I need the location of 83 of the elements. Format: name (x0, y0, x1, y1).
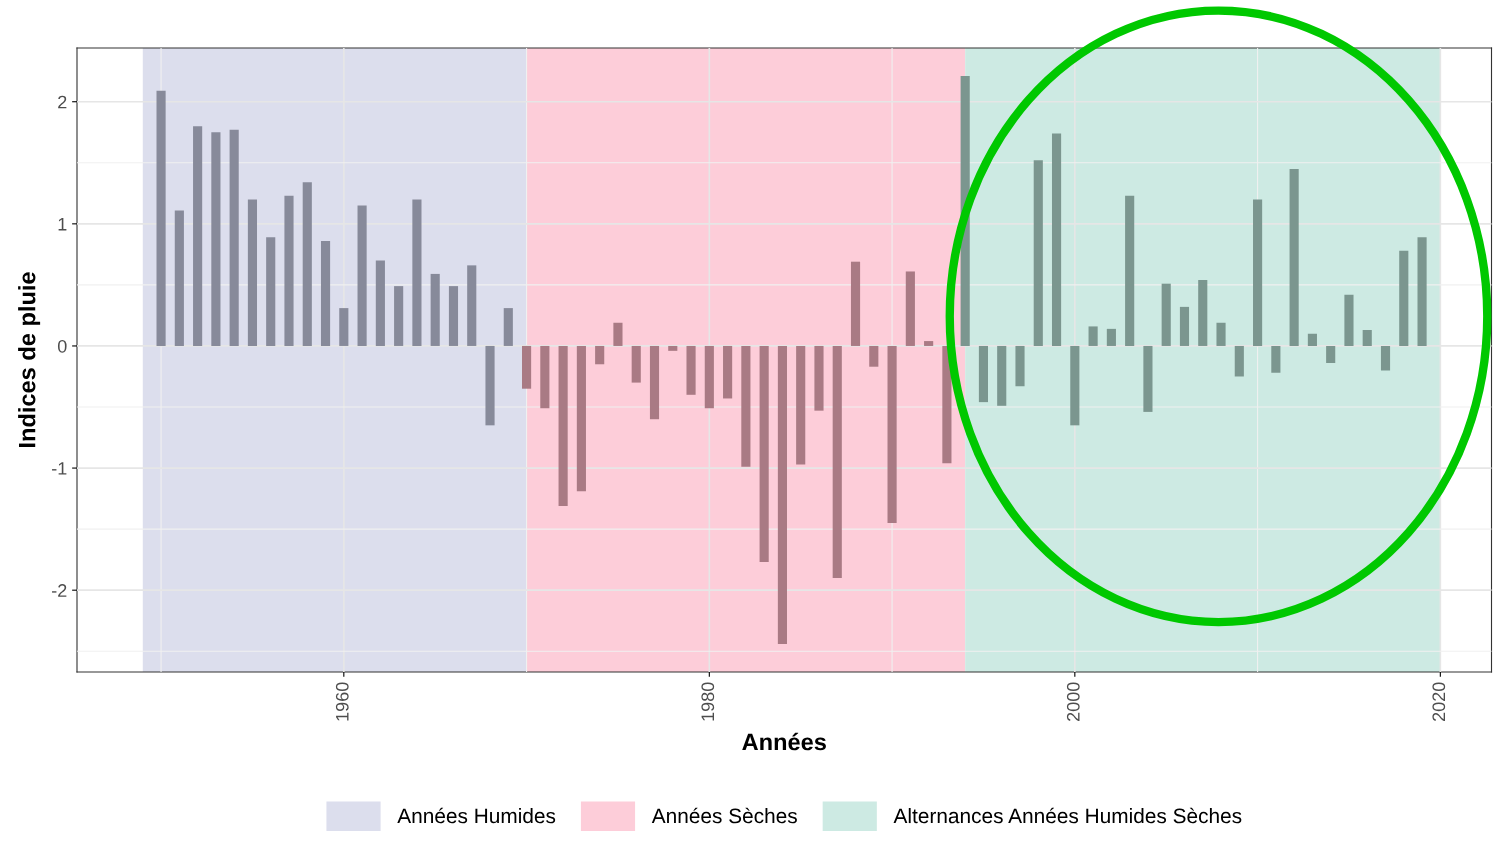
bar (1161, 283, 1171, 346)
bar (1198, 280, 1208, 346)
bar (503, 308, 513, 346)
bar (1051, 133, 1062, 346)
bar (1344, 294, 1354, 346)
bar (1399, 250, 1409, 346)
bar (1362, 330, 1372, 346)
bar (302, 182, 312, 346)
y-tick-label: 2 (58, 95, 67, 109)
bar (1380, 345, 1391, 371)
bar (211, 132, 221, 346)
bar (759, 345, 769, 563)
bar (266, 237, 276, 346)
bar (978, 345, 989, 403)
bar (850, 261, 861, 346)
bar (723, 345, 733, 399)
bar (668, 345, 678, 351)
bar (869, 345, 879, 367)
bar (704, 345, 714, 409)
legend-label: Années Sèches (651, 807, 797, 824)
bar (814, 345, 824, 411)
bar (1088, 326, 1098, 346)
bar (375, 260, 385, 346)
bar (467, 265, 477, 346)
bar (1070, 345, 1080, 426)
bar (193, 126, 203, 346)
bar (357, 205, 367, 346)
bar (229, 129, 239, 346)
bar (924, 341, 934, 346)
y-tick-label: -1 (52, 462, 67, 475)
bar (284, 195, 294, 346)
bar (1271, 345, 1281, 373)
bar (1326, 345, 1336, 364)
bar (1125, 195, 1135, 346)
bar (394, 286, 404, 346)
bar (905, 271, 915, 346)
x-tick-label: 2020 (1432, 682, 1446, 721)
bar (1106, 328, 1116, 346)
bar (412, 199, 422, 346)
x-tick-label: 1960 (335, 682, 349, 721)
x-tick-label: 1980 (701, 682, 715, 721)
x-axis-title: Années (742, 732, 826, 751)
y-tick-label: -2 (52, 584, 67, 597)
bar (1015, 345, 1025, 387)
x-tick-label: 2000 (1066, 682, 1080, 721)
bar (887, 345, 897, 524)
bar (1143, 345, 1153, 412)
bar (1253, 199, 1263, 346)
bar (1234, 345, 1244, 377)
bar (631, 345, 641, 383)
bar (558, 345, 568, 506)
bar (320, 240, 331, 346)
bar (741, 345, 751, 467)
bar (485, 345, 495, 426)
legend-label: Années Humides (397, 807, 556, 824)
y-tick-label: 0 (57, 339, 67, 353)
bar (174, 210, 184, 346)
legend-label: Alternances Années Humides Sèches (893, 807, 1242, 824)
bar (832, 345, 842, 578)
bar (997, 345, 1007, 406)
bar (942, 345, 952, 464)
bar (777, 345, 787, 644)
bar (522, 345, 532, 389)
bar (686, 345, 696, 395)
y-tick-label: 1 (58, 217, 67, 231)
bar (339, 308, 349, 346)
bar (649, 345, 660, 420)
bar (540, 345, 550, 409)
bar (1216, 322, 1226, 346)
bar (1307, 333, 1317, 346)
bar (1417, 237, 1427, 346)
bar (1289, 168, 1299, 346)
bar (613, 322, 623, 346)
bar (156, 90, 166, 346)
bar (1179, 306, 1190, 346)
bar (448, 286, 459, 346)
bar (595, 345, 605, 365)
bar (796, 345, 806, 465)
bar (430, 273, 440, 346)
bar (576, 345, 586, 492)
bar (247, 199, 258, 346)
bar (1033, 160, 1043, 346)
y-axis-title: Indices de pluie (18, 272, 41, 447)
